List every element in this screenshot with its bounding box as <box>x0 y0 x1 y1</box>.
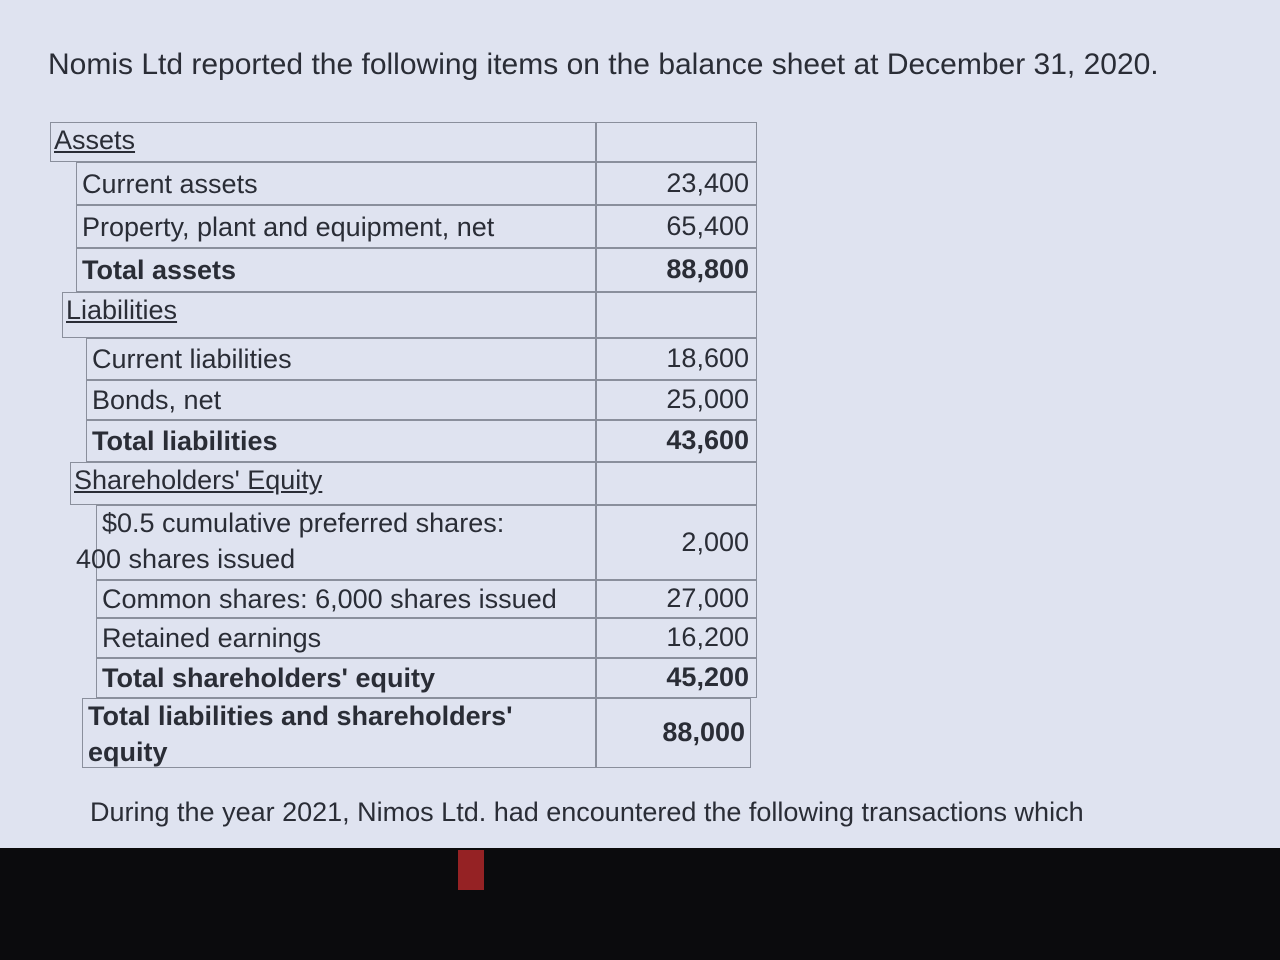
row-value: 88,800 <box>666 254 749 284</box>
row-value: 18,600 <box>666 343 749 373</box>
value-cell <box>596 658 757 698</box>
section-heading: Liabilities <box>66 295 178 325</box>
row-label: Total assets <box>82 255 237 285</box>
label-cell <box>96 505 596 580</box>
value-cell <box>596 462 757 505</box>
row-label: Retained earnings <box>102 623 322 653</box>
row-value: 65,400 <box>666 210 749 241</box>
row-value: 16,200 <box>666 622 749 652</box>
total-value: 88,000 <box>662 717 745 747</box>
footer-text: During the year 2021, Nimos Ltd. had enc… <box>90 797 1084 827</box>
label-cell <box>76 205 596 248</box>
label-cell <box>76 162 596 205</box>
value-cell <box>596 618 757 658</box>
monitor-bezel <box>0 848 1280 960</box>
row-label: Property, plant and equipment, net <box>82 211 495 242</box>
section-heading: Shareholders' Equity <box>74 465 323 495</box>
value-cell <box>596 122 757 162</box>
row-value: 25,000 <box>666 384 749 414</box>
label-cell <box>86 338 596 380</box>
heading-cell <box>50 122 596 162</box>
heading-cell <box>70 462 596 505</box>
row-label: Common shares: 6,000 shares issued <box>102 584 557 614</box>
row-label: Bonds, net <box>92 385 222 415</box>
row-label: Total shareholders' equity <box>102 663 435 693</box>
monitor-light <box>458 850 484 890</box>
label-cell <box>86 420 596 462</box>
value-cell <box>596 205 757 248</box>
row-value: 43,600 <box>666 425 749 455</box>
total-label: Total liabilities and shareholders' equi… <box>88 701 513 767</box>
value-cell <box>596 338 757 380</box>
row-value: 27,000 <box>666 583 749 613</box>
row-label: Total liabilities <box>92 426 278 456</box>
label-cell <box>96 580 596 618</box>
label-cell <box>86 380 596 420</box>
row-label: Current liabilities <box>92 344 292 374</box>
label-cell <box>96 618 596 658</box>
value-cell <box>596 248 757 292</box>
screen: Nomis Ltd reported the following items o… <box>0 0 1280 848</box>
value-cell <box>596 505 757 580</box>
value-cell <box>596 292 757 338</box>
value-cell <box>596 162 757 205</box>
section-heading: Assets <box>54 125 136 155</box>
title: Nomis Ltd reported the following items o… <box>48 48 1159 81</box>
value-cell <box>596 420 757 462</box>
row-label: Current assets <box>82 168 258 199</box>
heading-cell <box>62 292 596 338</box>
value-cell <box>596 580 757 618</box>
label-cell <box>76 248 596 292</box>
row-value: 23,400 <box>666 167 749 198</box>
label-cell <box>82 698 596 768</box>
value-cell <box>596 380 757 420</box>
row-value: 2,000 <box>681 526 749 557</box>
row-label: $0.5 cumulative preferred shares: 400 sh… <box>76 508 505 574</box>
value-cell <box>596 698 751 768</box>
label-cell <box>96 658 596 698</box>
row-value: 45,200 <box>666 662 749 692</box>
